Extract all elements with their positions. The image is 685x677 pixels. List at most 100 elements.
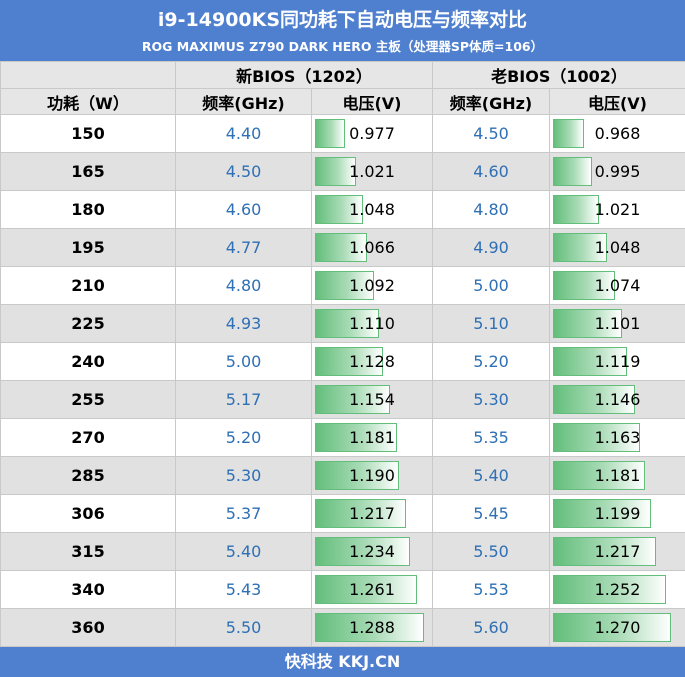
old-freq-cell: 5.53 — [432, 570, 550, 609]
voltage-value: 1.021 — [594, 200, 641, 219]
power-cell: 150 — [0, 114, 176, 153]
new-volt-cell: 1.181 — [311, 418, 433, 457]
new-volt-cell: 1.217 — [311, 494, 433, 533]
new-volt-cell: 1.128 — [311, 342, 433, 381]
voltage-bar — [553, 119, 584, 148]
title-bar: i9-14900KS同功耗下自动电压与频率对比 ROG MAXIMUS Z790… — [0, 0, 685, 61]
group-header-row: 新BIOS（1202） 老BIOS（1002） — [0, 61, 685, 89]
voltage-value: 1.181 — [349, 428, 395, 447]
old-freq-cell: 5.00 — [432, 266, 550, 305]
table-row: 210 4.80 1.092 5.00 1.074 — [0, 266, 685, 305]
old-bios-header: 老BIOS（1002） — [432, 61, 685, 89]
voltage-value: 1.270 — [594, 618, 641, 637]
old-volt-column-header: 电压(V) — [549, 88, 685, 115]
new-freq-cell: 5.43 — [175, 570, 312, 609]
new-volt-cell: 1.190 — [311, 456, 433, 495]
power-column-header: 功耗（W） — [0, 88, 176, 115]
voltage-value: 1.048 — [349, 200, 395, 219]
old-volt-cell: 1.146 — [549, 380, 685, 419]
new-volt-cell: 1.261 — [311, 570, 433, 609]
old-volt-cell: 1.119 — [549, 342, 685, 381]
new-freq-cell: 4.80 — [175, 266, 312, 305]
voltage-value: 1.101 — [594, 314, 641, 333]
power-cell: 255 — [0, 380, 176, 419]
power-cell: 165 — [0, 152, 176, 191]
old-freq-cell: 5.35 — [432, 418, 550, 457]
old-freq-cell: 4.90 — [432, 228, 550, 267]
old-freq-cell: 5.50 — [432, 532, 550, 571]
voltage-bar — [553, 385, 636, 414]
voltage-bar — [553, 347, 628, 376]
old-volt-cell: 1.074 — [549, 266, 685, 305]
power-cell: 225 — [0, 304, 176, 343]
power-cell: 285 — [0, 456, 176, 495]
new-volt-cell: 1.110 — [311, 304, 433, 343]
old-freq-cell: 4.80 — [432, 190, 550, 229]
old-volt-cell: 1.217 — [549, 532, 685, 571]
voltage-bar — [315, 461, 400, 490]
new-freq-cell: 5.00 — [175, 342, 312, 381]
voltage-value: 1.128 — [349, 352, 395, 371]
voltage-bar — [553, 461, 646, 490]
old-freq-column-header: 频率(GHz) — [432, 88, 550, 115]
voltage-bar — [315, 309, 379, 338]
table-row: 255 5.17 1.154 5.30 1.146 — [0, 380, 685, 419]
new-freq-cell: 4.40 — [175, 114, 312, 153]
voltage-value: 1.199 — [594, 504, 641, 523]
voltage-bar — [315, 157, 356, 186]
blank-header-cell — [0, 61, 176, 89]
power-cell: 195 — [0, 228, 176, 267]
table-row: 225 4.93 1.110 5.10 1.101 — [0, 304, 685, 343]
power-cell: 240 — [0, 342, 176, 381]
new-volt-cell: 1.234 — [311, 532, 433, 571]
old-volt-cell: 0.968 — [549, 114, 685, 153]
power-cell: 270 — [0, 418, 176, 457]
new-volt-cell: 1.092 — [311, 266, 433, 305]
power-cell: 306 — [0, 494, 176, 533]
voltage-bar — [315, 195, 363, 224]
table-row: 285 5.30 1.190 5.40 1.181 — [0, 456, 685, 495]
voltage-value: 1.146 — [594, 390, 641, 409]
new-volt-cell: 1.154 — [311, 380, 433, 419]
power-cell: 180 — [0, 190, 176, 229]
old-volt-cell: 0.995 — [549, 152, 685, 191]
voltage-bar — [553, 271, 615, 300]
new-freq-cell: 4.50 — [175, 152, 312, 191]
table-row: 240 5.00 1.128 5.20 1.119 — [0, 342, 685, 381]
voltage-bar — [315, 119, 345, 148]
column-header-row: 功耗（W） 频率(GHz) 电压(V) 频率(GHz) 电压(V) — [0, 88, 685, 115]
old-volt-cell: 1.021 — [549, 190, 685, 229]
voltage-value: 1.190 — [349, 466, 395, 485]
voltage-value: 1.163 — [594, 428, 641, 447]
voltage-bar — [315, 613, 425, 642]
old-volt-cell: 1.101 — [549, 304, 685, 343]
voltage-value: 0.968 — [594, 124, 641, 143]
power-cell: 315 — [0, 532, 176, 571]
voltage-bar — [553, 613, 671, 642]
chart-title: i9-14900KS同功耗下自动电压与频率对比 — [157, 9, 528, 31]
voltage-value: 1.074 — [594, 276, 641, 295]
power-cell: 340 — [0, 570, 176, 609]
voltage-value: 1.217 — [594, 542, 641, 561]
table-row: 150 4.40 0.977 4.50 0.968 — [0, 114, 685, 153]
old-freq-cell: 5.40 — [432, 456, 550, 495]
new-bios-header: 新BIOS（1202） — [175, 61, 433, 89]
new-freq-cell: 5.37 — [175, 494, 312, 533]
voltage-bar — [315, 385, 390, 414]
voltage-bar — [315, 575, 418, 604]
voltage-bar — [553, 309, 623, 338]
old-freq-cell: 5.30 — [432, 380, 550, 419]
voltage-value: 1.288 — [349, 618, 395, 637]
voltage-bar — [315, 271, 374, 300]
data-table: 新BIOS（1202） 老BIOS（1002） 功耗（W） 频率(GHz) 电压… — [0, 61, 685, 647]
voltage-bar — [553, 537, 656, 566]
source-footer: 快科技 KKJ.CN — [0, 647, 685, 677]
table-row: 165 4.50 1.021 4.60 0.995 — [0, 152, 685, 191]
old-volt-cell: 1.048 — [549, 228, 685, 267]
table-row: 195 4.77 1.066 4.90 1.048 — [0, 228, 685, 267]
old-volt-cell: 1.199 — [549, 494, 685, 533]
old-freq-cell: 5.10 — [432, 304, 550, 343]
table-row: 360 5.50 1.288 5.60 1.270 — [0, 608, 685, 647]
old-freq-cell: 4.50 — [432, 114, 550, 153]
